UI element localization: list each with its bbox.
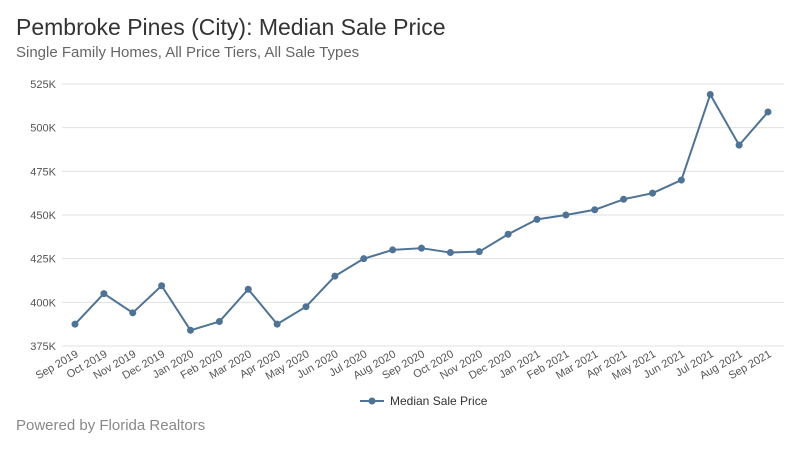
data-point[interactable] [706,90,714,98]
y-axis: 375K 400K 425K 450K 475K 500K 525K [30,79,56,353]
data-point[interactable] [475,248,483,256]
data-point[interactable] [418,244,425,252]
legend-label: Median Sale Price [390,394,488,408]
data-point[interactable] [446,249,454,257]
data-point[interactable] [620,195,628,203]
data-point[interactable] [677,176,685,184]
data-point[interactable] [533,215,541,223]
legend[interactable]: Median Sale Price [360,394,488,408]
legend-marker-dot [368,397,376,405]
y-tick-label: 425K [30,254,56,266]
footer-credit: Powered by Florida Realtors [16,417,206,434]
data-point[interactable] [504,230,512,238]
y-tick-label: 475K [30,166,56,178]
data-point[interactable] [735,141,743,149]
data-point[interactable] [187,326,194,334]
y-tick-label: 450K [30,210,56,222]
data-point[interactable] [649,189,656,197]
y-tick-label: 500K [30,123,56,135]
data-point[interactable] [360,255,368,263]
data-point[interactable] [764,108,772,116]
data-point[interactable] [591,206,599,214]
data-point[interactable] [331,272,339,280]
data-point[interactable] [129,309,137,317]
data-point[interactable] [71,320,79,328]
data-point[interactable] [158,282,166,290]
chart-subtitle: Single Family Homes, All Price Tiers, Al… [16,44,360,61]
data-point[interactable] [100,290,108,298]
y-tick-label: 525K [30,79,56,91]
data-point[interactable] [215,318,223,326]
y-tick-label: 375K [30,341,56,353]
data-point[interactable] [302,303,310,311]
grid-layer [62,83,784,347]
series-line [74,93,769,332]
y-tick-label: 400K [30,297,56,309]
data-point[interactable] [244,285,252,293]
chart-title: Pembroke Pines (City): Median Sale Price [16,14,446,40]
series-layer [71,90,772,334]
data-point[interactable] [273,320,281,328]
data-point[interactable] [389,246,397,254]
data-point[interactable] [562,211,570,219]
